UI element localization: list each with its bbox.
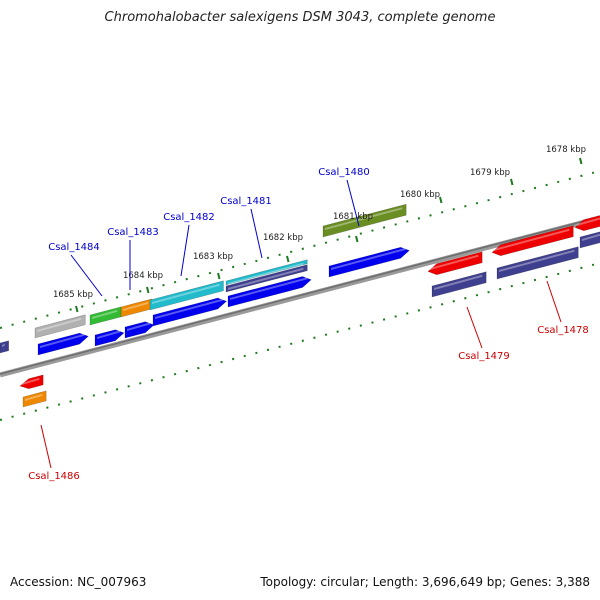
tick-mark-major <box>75 305 79 313</box>
gene-block-cyan-thin <box>225 259 308 286</box>
backbone-line <box>0 215 600 378</box>
tick-label: 1683 kbp <box>193 252 233 262</box>
gene-block-red-edge <box>574 215 600 232</box>
tick-mark-major <box>579 157 583 165</box>
gene-block-red-1 <box>427 251 483 276</box>
tick-mark-major <box>510 178 514 186</box>
gene-block-navy-thin-highlight <box>228 267 304 290</box>
gene-block-cyan-highlight <box>152 283 220 304</box>
gene-label-forward: Csal_1482 <box>163 212 215 223</box>
gene-leader-line <box>250 208 263 259</box>
gene-block-cyan-thin-highlight <box>228 262 304 285</box>
gene-block-blue-5 <box>227 276 312 308</box>
gene-leader-line <box>346 179 360 227</box>
gene-label-reverse: Csal_1479 <box>458 351 510 362</box>
gene-block-navy-1 <box>431 271 487 298</box>
tick-mark-major <box>286 255 290 263</box>
tick-mark-major <box>146 286 150 294</box>
gene-label-forward: Csal_1481 <box>220 196 272 207</box>
gene-label-forward: Csal_1484 <box>48 242 100 253</box>
gene-block-orange-2-highlight <box>25 393 43 401</box>
gene-block-olive-highlight <box>325 207 403 230</box>
tick-label: 1682 kbp <box>263 233 303 243</box>
gene-block-gray <box>34 314 86 339</box>
gene-block-navy-2-highlight <box>499 249 575 272</box>
gene-block-blue-3 <box>124 321 155 339</box>
gene-label-reverse: Csal_1478 <box>537 325 589 336</box>
gene-block-red-3 <box>19 374 44 390</box>
gene-block-green-highlight <box>92 309 118 319</box>
gene-block-blue-2 <box>94 329 125 347</box>
tick-mark-major <box>355 235 359 243</box>
tick-label: 1679 kbp <box>470 168 510 178</box>
gene-block-orange-2 <box>22 390 47 408</box>
tick-label: 1681 kbp <box>333 212 373 222</box>
gene-label-forward: Csal_1483 <box>107 227 159 238</box>
gene-block-navy-2 <box>496 246 579 280</box>
tick-mark-major <box>217 272 221 280</box>
tick-label: 1680 kbp <box>400 190 440 200</box>
gene-leader-line <box>70 254 103 297</box>
gene-block-blue-4-highlight <box>155 298 223 319</box>
gene-block-blue-3-highlight <box>127 322 151 331</box>
accession-label: Accession: NC_007963 <box>10 575 147 589</box>
gene-block-red-edge-highlight <box>577 217 600 226</box>
gene-leader-line <box>40 424 52 469</box>
gene-block-orange <box>120 298 153 318</box>
gene-leader-line <box>466 306 483 349</box>
tick-label: 1684 kbp <box>123 271 163 281</box>
gene-block-red-1-highlight <box>430 254 479 270</box>
lower-tick-track <box>0 262 600 421</box>
gene-block-cyan <box>149 280 224 311</box>
gene-block-navy-3 <box>579 231 600 249</box>
gene-block-orange-highlight <box>123 301 149 311</box>
tick-label: 1678 kbp <box>546 145 586 155</box>
genome-stats: Topology: circular; Length: 3,696,649 bp… <box>260 575 590 589</box>
gene-block-navy-thin <box>225 264 308 293</box>
gene-block-blue-6 <box>328 246 410 278</box>
gene-block-navy-3-highlight <box>582 233 600 241</box>
gene-block-navy-edge <box>0 340 9 354</box>
map-title: Chromohalobacter salexigens DSM 3043, co… <box>104 10 496 25</box>
tick-mark-major <box>439 196 443 204</box>
gene-block-blue-5-highlight <box>230 277 308 300</box>
tick-label: 1685 kbp <box>53 290 93 300</box>
gene-block-red-3-highlight <box>22 377 40 385</box>
gene-label-reverse: Csal_1486 <box>28 471 80 482</box>
gene-leader-line <box>546 280 562 323</box>
gene-block-red-2-highlight <box>494 228 570 251</box>
gene-block-blue-4 <box>152 297 228 327</box>
gene-label-forward: Csal_1480 <box>318 167 370 178</box>
upper-tick-track <box>0 170 600 329</box>
gene-block-gray-highlight <box>37 317 82 332</box>
gene-block-blue-1-highlight <box>40 333 85 348</box>
gene-block-blue-2-highlight <box>97 330 121 339</box>
backbone-line-shadow <box>0 216 600 375</box>
gene-block-green <box>89 306 122 326</box>
gene-block-navy-edge-highlight <box>2 343 5 347</box>
gene-block-red-2 <box>491 225 574 257</box>
gene-leader-line <box>180 224 190 277</box>
gene-block-olive <box>322 203 407 238</box>
gene-block-blue-1 <box>37 332 89 356</box>
gene-block-navy-1-highlight <box>434 274 483 290</box>
gene-block-blue-6-highlight <box>331 248 406 270</box>
